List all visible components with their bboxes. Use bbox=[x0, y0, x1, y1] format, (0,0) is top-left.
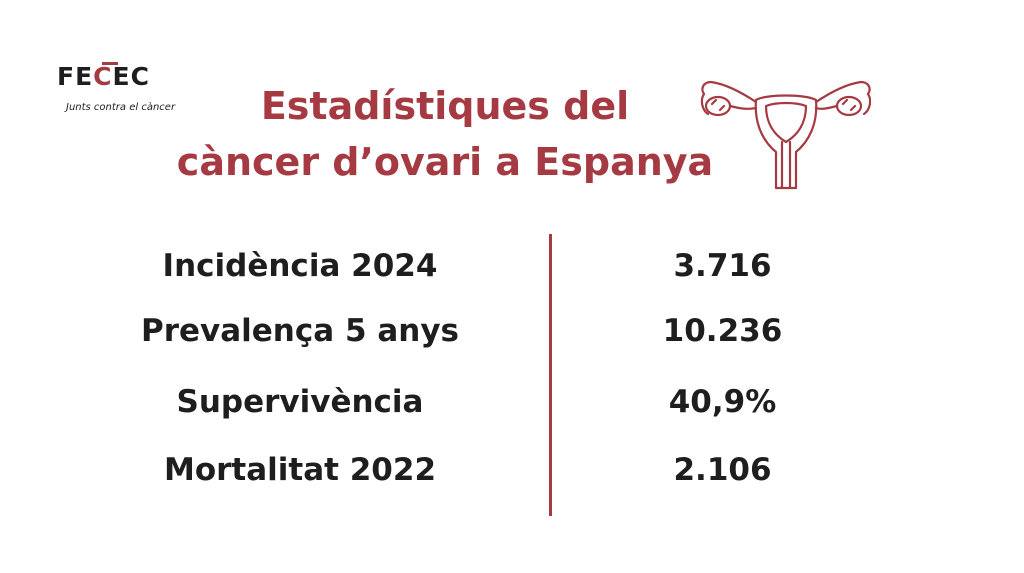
uterus-icon bbox=[700, 80, 871, 190]
stat-value-supervivencia: 40,9% bbox=[668, 384, 777, 420]
title-line-1: Estadístiques del bbox=[260, 84, 630, 128]
logo-part-fe: FE bbox=[57, 62, 94, 91]
page-title: Estadístiques del càncer d’ovari a Espan… bbox=[150, 78, 740, 190]
stat-value-incidencia: 3.716 bbox=[673, 248, 772, 284]
logo-tagline: Junts contra el càncer bbox=[66, 102, 176, 113]
stat-label-mortalitat: Mortalitat 2022 bbox=[163, 452, 437, 488]
logo-part-c: C bbox=[93, 62, 113, 91]
stat-label-supervivencia: Supervivència bbox=[176, 384, 424, 420]
fecec-logo: FECEC Junts contra el càncer bbox=[57, 62, 175, 122]
logo-accent-bar bbox=[102, 62, 118, 65]
logo-part-ec: EC bbox=[112, 62, 150, 91]
stat-value-prevalenca: 10.236 bbox=[662, 313, 783, 349]
stat-value-mortalitat: 2.106 bbox=[673, 452, 772, 488]
title-line-2: càncer d’ovari a Espanya bbox=[176, 140, 714, 184]
logo-wordmark: FECEC bbox=[57, 62, 150, 91]
stat-label-prevalenca: Prevalença 5 anys bbox=[141, 313, 459, 349]
stat-label-incidencia: Incidència 2024 bbox=[162, 248, 438, 284]
column-divider bbox=[549, 234, 552, 516]
